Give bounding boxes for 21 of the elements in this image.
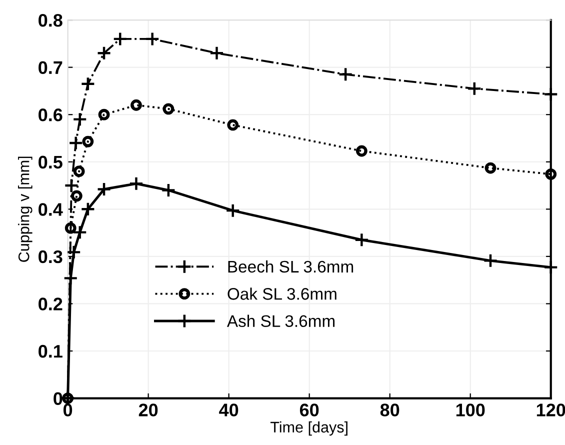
y-axis-title: Cupping v [mm]: [18, 156, 32, 262]
y-tick-label: 0.7: [38, 61, 62, 74]
y-tick-label: 0.2: [38, 298, 62, 310]
y-tick-label: 0.6: [38, 108, 62, 122]
x-tick-label: 60: [300, 404, 319, 416]
legend-label: Beech SL 3.6mm: [228, 260, 354, 273]
x-tick-label: 20: [138, 404, 158, 416]
y-tick-label: 0.4: [38, 203, 63, 216]
x-tick-label: 40: [219, 404, 238, 416]
y-tick-label: 0.1: [38, 344, 62, 358]
x-tick-label: 100: [456, 404, 485, 416]
legend-label: Ash SL 3.6mm: [226, 314, 335, 328]
x-tick-label: 0: [63, 404, 72, 416]
legend-label: Oak SL 3.6mm: [228, 288, 336, 300]
y-tick-label: 0.8: [38, 14, 62, 27]
y-tick-label: 0: [54, 392, 62, 405]
x-tick-label: 120: [536, 404, 565, 416]
x-axis-title: Time [days]: [270, 421, 348, 436]
y-tick-label: 0.3: [38, 250, 62, 264]
y-tick-label: 0.5: [38, 156, 62, 169]
x-tick-label: 80: [380, 404, 400, 416]
